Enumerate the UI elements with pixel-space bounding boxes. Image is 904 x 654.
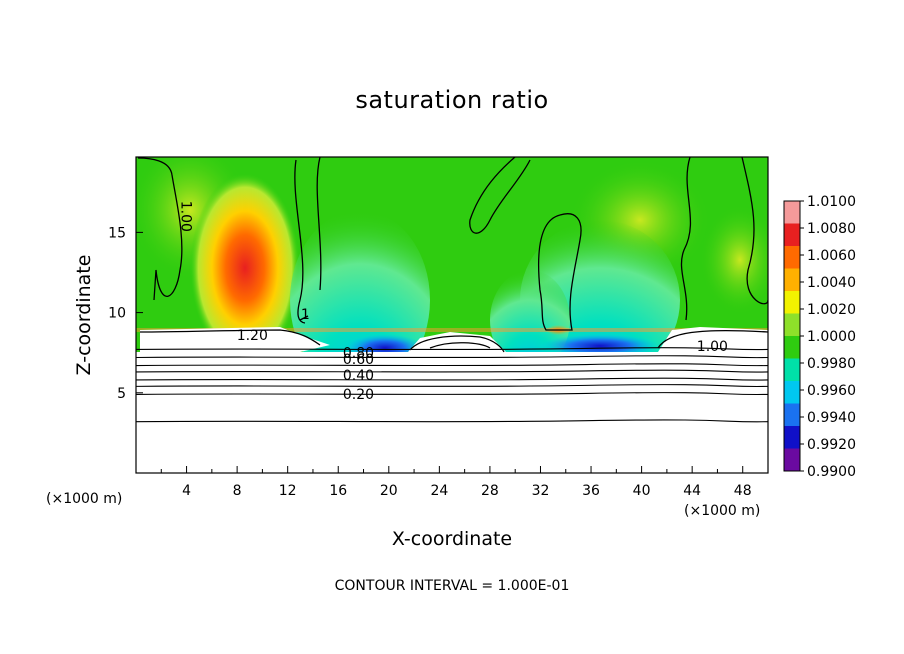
contour-labels: 1.00 1.20 1 1.00 0.800.600.40 0.20 xyxy=(178,201,728,403)
colorbar-swatch xyxy=(784,223,800,247)
contour-line xyxy=(136,369,768,373)
colorbar-swatch xyxy=(784,268,800,292)
x-tick-label: 16 xyxy=(329,483,347,499)
cloud-region xyxy=(140,327,330,352)
x-axis-unit-right: (×1000 m) xyxy=(684,503,761,519)
contour-label: 1.00 xyxy=(178,201,194,232)
contour-line xyxy=(299,315,309,321)
x-tick-label: 20 xyxy=(380,483,398,499)
x-tick-label: 44 xyxy=(683,483,701,499)
contour-line xyxy=(136,384,768,388)
contour-line xyxy=(469,157,531,234)
colorbar-swatch xyxy=(784,336,800,359)
contour-interval-note: CONTOUR INTERVAL = 1.000E-01 xyxy=(334,578,570,594)
contour-line xyxy=(680,157,692,321)
contour-line xyxy=(657,329,768,349)
x-tick-label: 12 xyxy=(279,483,297,499)
contour-line xyxy=(136,347,768,351)
colorbar-label: 1.0040 xyxy=(807,275,856,291)
contour-line xyxy=(316,157,322,291)
colorbar-label: 1.0000 xyxy=(807,329,856,345)
colorbar-swatch xyxy=(784,426,800,449)
contour-label: 1.20 xyxy=(237,328,268,344)
field-boundary-band xyxy=(136,328,768,332)
contour-label: 0.80 xyxy=(343,346,374,362)
colorbar-swatch xyxy=(784,246,800,269)
contour-label: 0.60 xyxy=(343,352,374,368)
contour-line xyxy=(137,157,183,301)
colorbar-label: 1.0080 xyxy=(807,221,856,237)
x-tick-label: 28 xyxy=(481,483,499,499)
colorbar-label: 0.9920 xyxy=(807,437,856,453)
colorbar-swatch xyxy=(784,448,800,472)
colorbar-swatch xyxy=(784,291,800,314)
y-axis: 5 10 15 xyxy=(108,225,143,402)
colorbar-label: 1.0100 xyxy=(807,194,856,210)
y-tick-label: 15 xyxy=(108,225,126,241)
plot-area xyxy=(136,157,768,473)
x-tick-label: 40 xyxy=(633,483,651,499)
contour-line xyxy=(741,157,768,305)
contour-lines xyxy=(137,157,768,353)
x-axis: 4 8 12 16 20 24 28 32 36 40 44 48 xyxy=(160,466,752,499)
y-tick-label: 10 xyxy=(108,306,126,322)
colorbar-label: 0.9980 xyxy=(807,356,856,372)
colorbar-swatch xyxy=(784,313,800,337)
contour-label: 0.20 xyxy=(343,387,374,403)
contour-line xyxy=(136,355,768,359)
x-tick-label: 8 xyxy=(233,483,242,499)
x-axis-label: X-coordinate xyxy=(391,528,513,550)
y-tick-label: 5 xyxy=(117,386,126,402)
lower-contour-lines xyxy=(136,347,768,423)
contour-line xyxy=(136,419,768,423)
contour-line xyxy=(409,335,505,353)
contour-line xyxy=(294,159,306,324)
contour-label: 1 xyxy=(301,307,310,323)
plot-frame xyxy=(135,156,769,474)
contour-label: 1.00 xyxy=(697,339,728,355)
colorbar-swatch xyxy=(784,201,800,224)
colorbar-label: 0.9900 xyxy=(807,464,856,480)
colorbar: 1.0100 1.0080 1.0060 1.0040 1.0020 1.0000 0.99… xyxy=(783,194,856,480)
x-tick-label: 32 xyxy=(532,483,550,499)
x-tick-label: 4 xyxy=(182,483,191,499)
colorbar-label: 0.9940 xyxy=(807,410,856,426)
x-tick-label: 24 xyxy=(430,483,448,499)
contour-line xyxy=(136,363,768,367)
contour-line xyxy=(136,377,768,381)
colorbar-swatch xyxy=(784,403,800,427)
chart-title: saturation ratio xyxy=(355,86,549,114)
x-tick-label: 36 xyxy=(582,483,600,499)
x-axis-unit-left: (×1000 m) xyxy=(46,491,123,507)
contour-line xyxy=(136,392,768,396)
colorbar-swatch xyxy=(784,381,800,404)
colorbar-label: 1.0020 xyxy=(807,302,856,318)
colorbar-label: 0.9960 xyxy=(807,383,856,399)
field-light-blob xyxy=(700,205,768,315)
colorbar-label: 1.0060 xyxy=(807,248,856,264)
y-axis-label: Z-coordinate xyxy=(73,254,95,376)
x-tick-label: 48 xyxy=(734,483,752,499)
colorbar-swatch xyxy=(784,358,800,382)
contour-label: 0.40 xyxy=(343,368,374,384)
contour-line xyxy=(139,329,321,346)
contour-line xyxy=(429,342,491,349)
field-supersaturated-maximum xyxy=(190,173,300,363)
contour-line xyxy=(537,213,582,331)
